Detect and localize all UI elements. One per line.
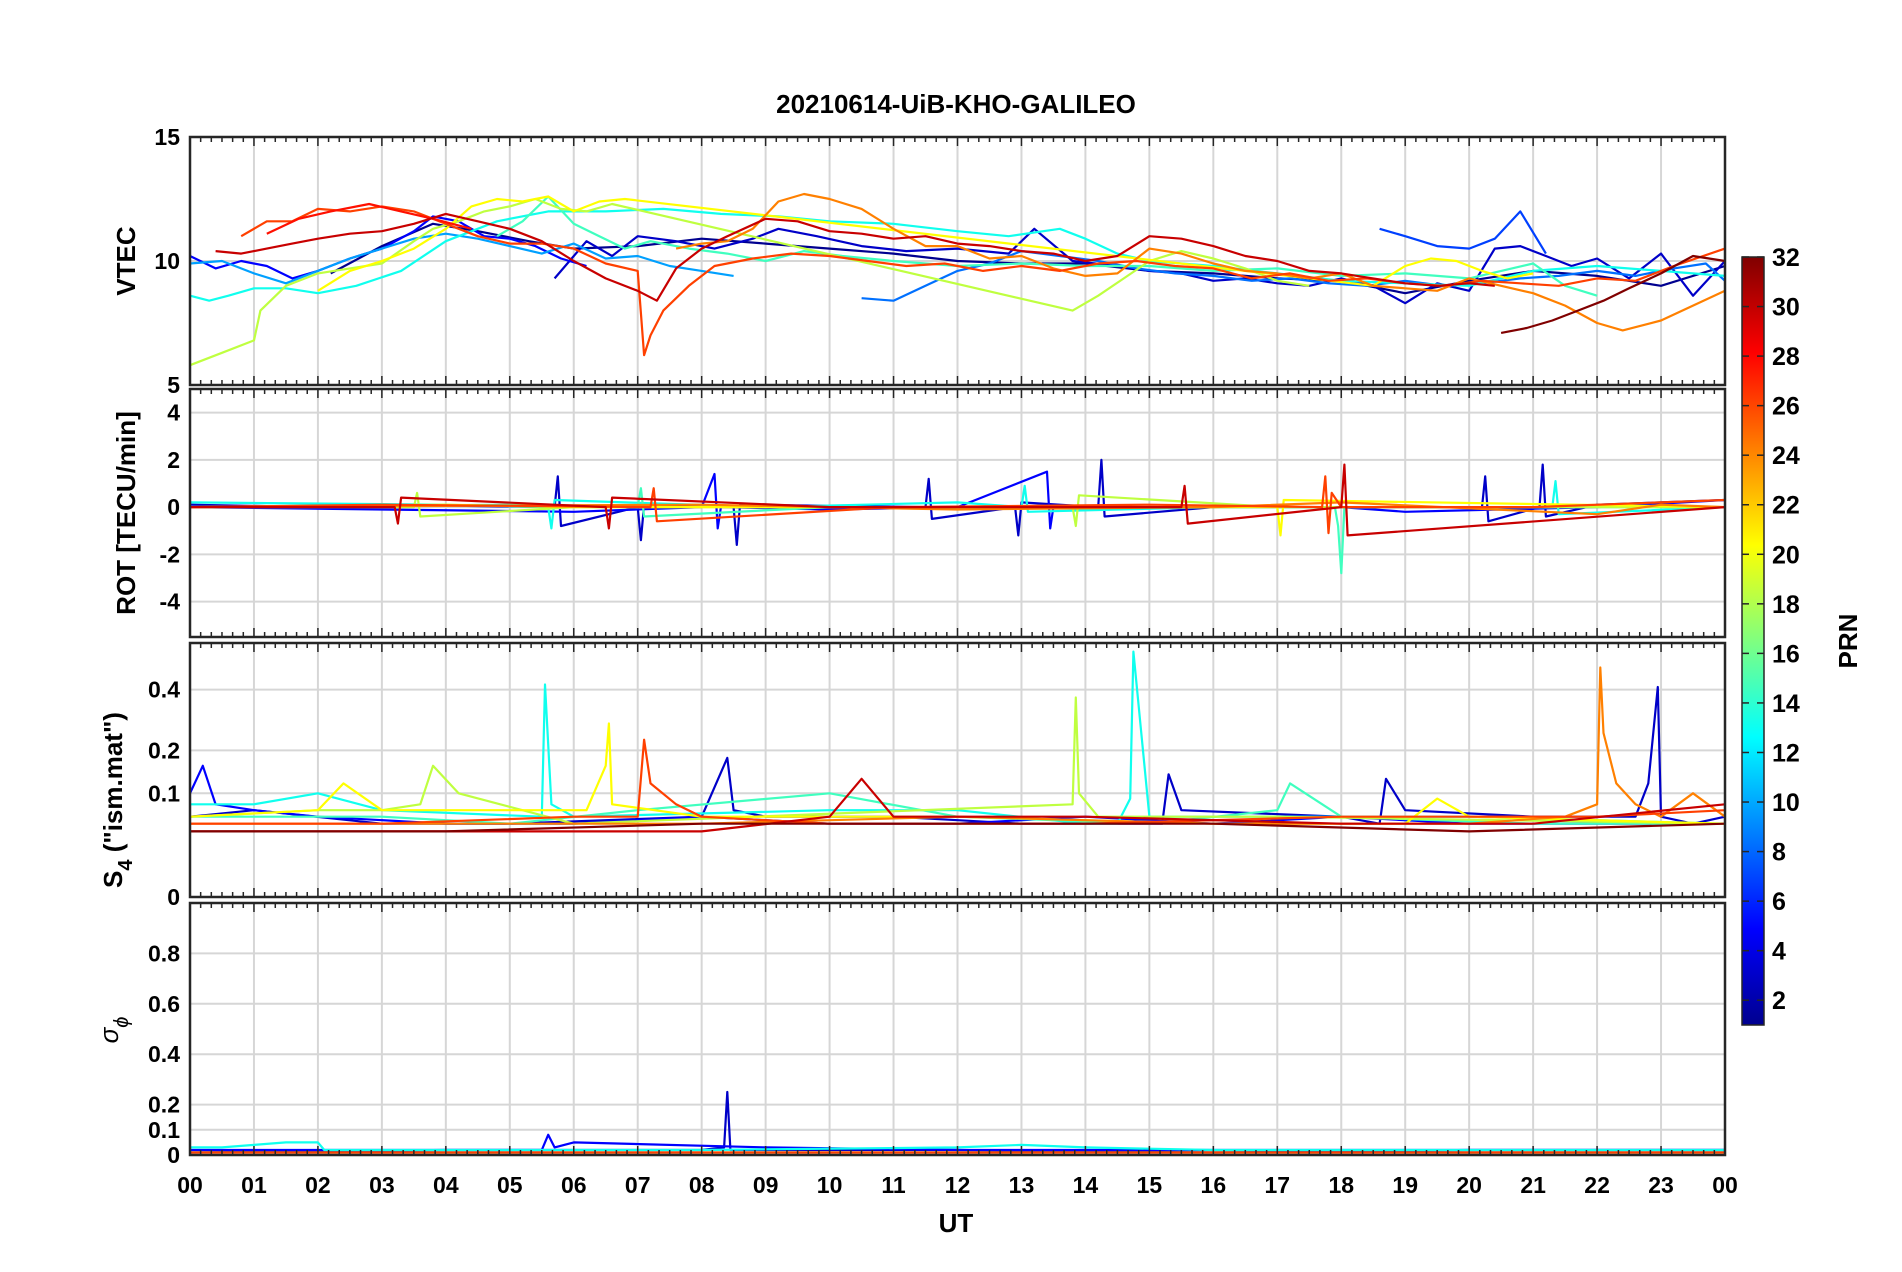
y-tick-label: 0 bbox=[167, 494, 180, 520]
colorbar-gradient bbox=[1741, 256, 1765, 1026]
colorbar-tick-label: 32 bbox=[1772, 244, 1800, 272]
series-line-prn-32 bbox=[190, 822, 1726, 833]
y-tick-label: 0 bbox=[167, 884, 180, 910]
x-tick-label: 01 bbox=[241, 1172, 267, 1198]
colorbar-label: PRN bbox=[1833, 614, 1863, 669]
x-tick-label: 21 bbox=[1520, 1172, 1546, 1198]
y-tick-label: 0 bbox=[167, 1142, 180, 1168]
series-line-prn-8 bbox=[189, 232, 734, 285]
colorbar-tick-label: 4 bbox=[1772, 938, 1786, 966]
y-tick-label: 0.1 bbox=[148, 780, 180, 806]
colorbar-tick-label: 26 bbox=[1772, 393, 1800, 421]
x-tick-label: 00 bbox=[1712, 1172, 1738, 1198]
colorbar-tick-label: 28 bbox=[1772, 343, 1800, 371]
series-line-prn-4 bbox=[1379, 210, 1547, 255]
panel-rot: -4 -2 0 2 4 ROT [TECU/min] bbox=[111, 387, 1727, 639]
x-tick-label: 09 bbox=[753, 1172, 779, 1198]
panel-vtec: 5 10 15 VTEC bbox=[111, 124, 1727, 398]
panel-s4: 0 0.1 0.2 0.4 S4 ("ism.mat") bbox=[98, 641, 1727, 910]
x-tick-label: 17 bbox=[1264, 1172, 1290, 1198]
x-tick-label: 07 bbox=[625, 1172, 651, 1198]
y-tick-label: 15 bbox=[154, 124, 180, 150]
panel-frame bbox=[188, 387, 1727, 639]
panel-frame bbox=[188, 901, 1727, 1157]
y-tick-label: 0.4 bbox=[148, 677, 180, 703]
x-tick-labels: 00 01 02 03 04 05 06 07 08 09 10 11 12 13 14 15 16 17 18 19… bbox=[177, 1172, 1738, 1198]
y-tick-label: 0.8 bbox=[148, 940, 180, 966]
panel-sigma_phi: 00.10.2 0.4 0.6 0.8 σϕ bbox=[94, 901, 1727, 1168]
y-tick-label: 0.2 bbox=[148, 1092, 180, 1118]
x-tick-label: 10 bbox=[817, 1172, 843, 1198]
colorbar-tick-label: 30 bbox=[1772, 294, 1800, 322]
x-tick-label: 20 bbox=[1456, 1172, 1482, 1198]
y-tick-label: -2 bbox=[160, 541, 180, 567]
series-line-prn-30 bbox=[215, 212, 1495, 302]
panel-frame bbox=[188, 135, 1727, 387]
x-tick-label: 23 bbox=[1648, 1172, 1674, 1198]
colorbar-tick-label: 24 bbox=[1772, 442, 1800, 470]
colorbar-tick-label: 2 bbox=[1772, 987, 1786, 1015]
y-axis-label: VTEC bbox=[111, 226, 141, 296]
colorbar-tick-label: 16 bbox=[1772, 640, 1800, 668]
x-tick-label: 14 bbox=[1073, 1172, 1099, 1198]
series-line-prn-30 bbox=[190, 463, 1726, 537]
series-line-prn-24 bbox=[189, 501, 1726, 516]
x-tick-label: 18 bbox=[1328, 1172, 1354, 1198]
panel-frame bbox=[188, 641, 1727, 899]
y-tick-label: 5 bbox=[167, 372, 180, 398]
y-tick-label: 0.1 bbox=[148, 1117, 180, 1143]
series-line-prn-12 bbox=[189, 480, 1726, 530]
series-line-prn-6 bbox=[861, 250, 1726, 302]
y-axis-label: ROT [TECU/min] bbox=[111, 411, 141, 615]
y-tick-label: 10 bbox=[154, 248, 180, 274]
y-axis-label: S4 ("ism.mat") bbox=[98, 712, 137, 888]
x-tick-label: 11 bbox=[881, 1172, 906, 1198]
y-tick-label: 0.6 bbox=[148, 991, 180, 1017]
x-tick-label: 04 bbox=[433, 1172, 459, 1198]
x-tick-label: 02 bbox=[305, 1172, 331, 1198]
x-tick-label: 19 bbox=[1392, 1172, 1418, 1198]
series-line-prn-20 bbox=[189, 722, 1726, 825]
y-tick-label: 0.4 bbox=[148, 1041, 180, 1067]
x-axis-label: UT bbox=[939, 1208, 974, 1238]
x-tick-label: 12 bbox=[945, 1172, 971, 1198]
x-tick-label: 15 bbox=[1137, 1172, 1163, 1198]
y-tick-label: 4 bbox=[167, 400, 180, 426]
series-line-prn-26 bbox=[190, 738, 1726, 825]
y-tick-label: 2 bbox=[167, 447, 180, 473]
series-line-prn-2 bbox=[189, 458, 1726, 547]
x-tick-label: 00 bbox=[177, 1172, 203, 1198]
colorbar-tick-label: 14 bbox=[1772, 690, 1800, 718]
series-line-prn-3 bbox=[189, 215, 587, 280]
colorbar-tick-label: 10 bbox=[1772, 789, 1800, 817]
colorbar-tick-label: 6 bbox=[1772, 888, 1786, 916]
x-tick-label: 05 bbox=[497, 1172, 523, 1198]
x-tick-label: 08 bbox=[689, 1172, 715, 1198]
series-line-prn-15 bbox=[496, 195, 1598, 297]
x-tick-label: 22 bbox=[1584, 1172, 1610, 1198]
series-line-prn-26 bbox=[189, 475, 1726, 535]
x-tick-label: 16 bbox=[1201, 1172, 1227, 1198]
colorbar-tick-label: 20 bbox=[1772, 541, 1800, 569]
series-line-prn-1 bbox=[330, 222, 1726, 295]
colorbar-tick-label: 18 bbox=[1772, 591, 1800, 619]
series-line-prn-20 bbox=[317, 195, 1534, 292]
series-line-prn-32 bbox=[1500, 254, 1726, 334]
x-tick-label: 13 bbox=[1009, 1172, 1035, 1198]
y-tick-label: -4 bbox=[160, 589, 181, 615]
series-line-prn-24 bbox=[675, 192, 1726, 332]
colorbar-tick-label: 8 bbox=[1772, 839, 1786, 867]
x-tick-label: 03 bbox=[369, 1172, 395, 1198]
series-line-prn-2 bbox=[553, 227, 1726, 305]
y-tick-label: 0.2 bbox=[148, 737, 180, 763]
y-axis-label: σϕ bbox=[94, 1017, 133, 1044]
colorbar-tick-label: 12 bbox=[1772, 739, 1800, 767]
x-tick-label: 06 bbox=[561, 1172, 587, 1198]
figure-title: 20210614-UiB-KHO-GALILEO bbox=[776, 89, 1136, 119]
colorbar-tick-label: 22 bbox=[1772, 492, 1800, 520]
